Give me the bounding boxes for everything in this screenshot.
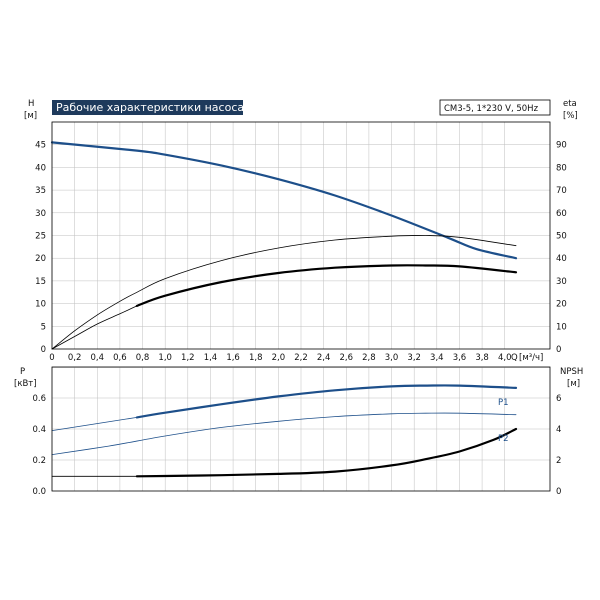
y-right-tick-label-eta: 70 <box>556 186 567 196</box>
y-left-tick-label-h: 10 <box>35 300 46 310</box>
y-right-tick-label-eta: 10 <box>556 322 567 332</box>
y-left-tick-label-h: 5 <box>41 322 46 332</box>
series-label-p1: P1 <box>498 398 509 408</box>
top-curve-1 <box>51 235 517 350</box>
axis-unit-eta: [%] <box>563 111 578 121</box>
y-left-tick-label-h: 45 <box>35 141 46 151</box>
y-left-tick-label-h: 40 <box>35 163 46 173</box>
series-label-p2: P2 <box>498 434 509 444</box>
y-right-tick-label-npsh: 4 <box>556 425 561 435</box>
x-tick-label: 1,4 <box>204 353 218 363</box>
axis-label-eta: eta <box>563 99 577 109</box>
y-right-tick-label-npsh: 2 <box>556 456 561 466</box>
tick-labels: 0 0,2 0,4 0,6 0,8 1,0 1,2 1,4 1,6 1,8 2,0 2,2 2,4 2,6… <box>32 141 566 497</box>
x-tick-label: 3,6 <box>453 353 467 363</box>
x-tick-label: 1,8 <box>249 353 263 363</box>
x-tick-label: 3,0 <box>385 353 399 363</box>
axis-label-q: Q <box>511 353 518 363</box>
x-tick-label: 2,2 <box>294 353 308 363</box>
axis-label-h: H <box>28 99 34 109</box>
y-right-tick-label-npsh: 6 <box>556 394 561 404</box>
bottom-panel-frame <box>51 366 551 492</box>
y-right-tick-label-eta: 20 <box>556 300 567 310</box>
y-left-tick-label-p: 0.2 <box>32 456 46 466</box>
y-left-tick-label-h: 30 <box>35 209 46 219</box>
top-curve-3 <box>135 264 518 307</box>
x-tick-label: 3,2 <box>407 353 421 363</box>
curves <box>50 141 518 478</box>
y-right-tick-label-eta: 40 <box>556 254 567 264</box>
y-right-tick-label-eta: 60 <box>556 209 567 219</box>
y-left-tick-label-p: 0.0 <box>32 487 46 497</box>
y-left-tick-label-h: 25 <box>35 232 46 242</box>
bottom-curve-2 <box>51 412 517 455</box>
chart-title-background <box>52 100 243 115</box>
bottom-curve-0 <box>51 417 138 431</box>
bottom-curve-4 <box>135 427 518 478</box>
x-tick-label: 2,0 <box>272 353 286 363</box>
y-right-tick-label-eta: 30 <box>556 277 567 287</box>
top-panel-frame <box>51 121 551 350</box>
top-panel-grid <box>51 122 550 349</box>
y-left-tick-label-p: 0.4 <box>32 425 46 435</box>
axis-unit-q: [м³/ч] <box>519 353 543 363</box>
x-tick-label: 0 <box>49 353 54 363</box>
y-left-tick-label-h: 15 <box>35 277 46 287</box>
axis-unit-npsh: [м] <box>567 379 580 389</box>
y-left-tick-label-h: 35 <box>35 186 46 196</box>
x-tick-label: 2,8 <box>362 353 376 363</box>
pump-model-label: CM3-5, 1*230 V, 50Hz <box>444 104 539 114</box>
x-tick-label: 2,6 <box>340 353 354 363</box>
pump-model-badge <box>439 99 551 116</box>
x-tick-label: 3,4 <box>430 353 444 363</box>
x-tick-label: 2,4 <box>317 353 331 363</box>
x-tick-label: 1,6 <box>226 353 240 363</box>
x-tick-label: 0,6 <box>113 353 127 363</box>
x-tick-label: 3,8 <box>475 353 489 363</box>
x-tick-label: 1,2 <box>181 353 195 363</box>
x-tick-label: 0,4 <box>91 353 105 363</box>
y-right-tick-label-eta: 80 <box>556 163 567 173</box>
axis-unit-p: [кВт] <box>14 379 37 389</box>
axis-unit-h: [м] <box>24 111 37 121</box>
y-right-tick-label-eta: 50 <box>556 232 567 242</box>
x-tick-label: 0,2 <box>68 353 82 363</box>
y-left-tick-label-h: 0 <box>41 345 46 355</box>
x-tick-label: 0,8 <box>136 353 150 363</box>
bottom-curve-1 <box>135 384 518 419</box>
axis-label-p: P <box>20 367 25 377</box>
top-curve-2 <box>51 305 138 350</box>
y-right-tick-label-eta: 90 <box>556 141 567 151</box>
x-tick-label: 4,0 <box>498 353 512 363</box>
chart-title: Рабочие характеристики насоса <box>56 101 244 114</box>
y-left-tick-label-p: 0.6 <box>32 394 46 404</box>
y-right-tick-label-npsh: 0 <box>556 487 561 497</box>
x-tick-label: 1,0 <box>158 353 172 363</box>
y-left-tick-label-h: 20 <box>35 254 46 264</box>
y-right-tick-label-eta: 0 <box>556 345 561 355</box>
axis-label-npsh: NPSH <box>560 367 583 377</box>
top-curve-0 <box>50 141 518 260</box>
